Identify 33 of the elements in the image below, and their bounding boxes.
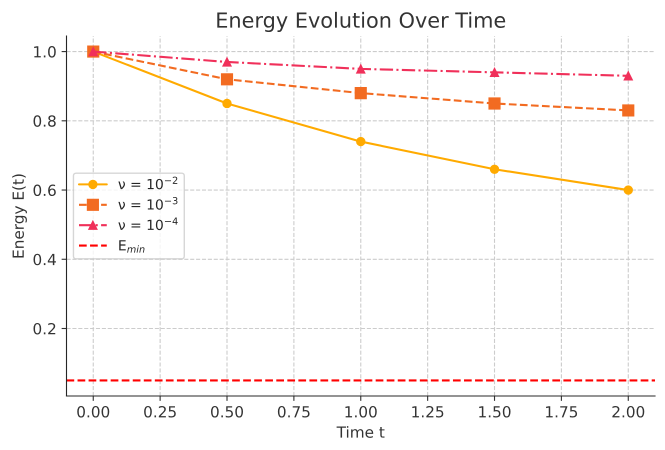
point bbox=[222, 98, 232, 108]
point bbox=[220, 73, 234, 86]
point bbox=[490, 68, 500, 78]
point bbox=[222, 57, 232, 67]
point bbox=[356, 136, 366, 146]
y-tick-label: 0.4 bbox=[33, 254, 56, 266]
x-tick-label: 1.25 bbox=[412, 406, 444, 418]
x-tick-label: 2.00 bbox=[612, 406, 644, 418]
point bbox=[622, 104, 634, 116]
point bbox=[488, 97, 501, 110]
point bbox=[354, 87, 367, 100]
point bbox=[356, 64, 366, 74]
point bbox=[490, 164, 500, 174]
y-tick-label: 0.8 bbox=[33, 115, 56, 127]
x-tick-label: 0.25 bbox=[144, 406, 176, 418]
chart-title: Energy Evolution Over Time bbox=[217, 12, 506, 32]
point bbox=[624, 185, 633, 195]
y-tick-label: 0.6 bbox=[33, 184, 56, 196]
x-tick-label: 0.00 bbox=[77, 406, 110, 418]
legend-label: ν = 10$^{−4}$ bbox=[118, 218, 178, 230]
y-tick-label: 0.2 bbox=[33, 322, 56, 335]
x-tick-label: 1.75 bbox=[546, 406, 578, 418]
y-tick-label: 1.0 bbox=[34, 46, 56, 58]
legend-label: ν = 10$^{−2}$ bbox=[118, 176, 178, 190]
x-axis-title: Time t bbox=[336, 426, 385, 438]
legend-label: E$_{min}$ bbox=[119, 240, 144, 253]
x-tick-label: 1.00 bbox=[345, 406, 377, 418]
y-axis-title: Energy E(t) bbox=[12, 174, 27, 258]
x-tick-label: 0.75 bbox=[278, 406, 310, 418]
point bbox=[624, 71, 633, 80]
legend-label: ν = 10$^{−3}$ bbox=[118, 197, 178, 210]
x-tick-label: 1.50 bbox=[479, 406, 511, 418]
x-tick-label: 0.50 bbox=[211, 406, 243, 418]
